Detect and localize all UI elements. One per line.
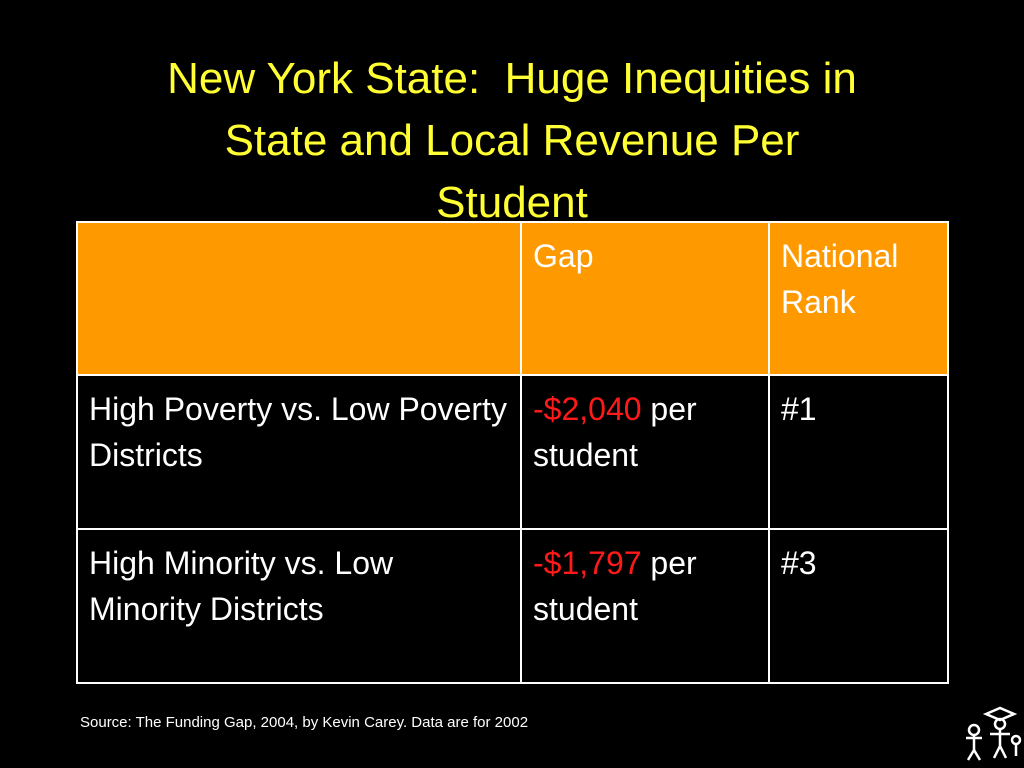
- data-table: Gap National Rank High Poverty vs. Low P…: [76, 221, 949, 684]
- table-row: High Poverty vs. Low Poverty Districts -…: [76, 374, 949, 530]
- header-row: Gap National Rank: [76, 221, 949, 376]
- title-line: New York State: Huge Inequities in: [167, 54, 857, 103]
- source-note: Source: The Funding Gap, 2004, by Kevin …: [80, 714, 529, 731]
- gap-unit: per student: [533, 545, 697, 627]
- title-line: State and Local Revenue Per: [224, 116, 800, 165]
- gap-cell: -$2,040 per student: [520, 374, 770, 530]
- slide-title: New York State: Huge Inequities in State…: [0, 48, 1024, 234]
- title-line: Student: [436, 178, 588, 227]
- header-cell: [76, 221, 522, 376]
- rank-cell: #1: [768, 374, 949, 530]
- header-cell: Gap: [520, 221, 770, 376]
- gap-amount: -$1,797: [533, 545, 642, 581]
- gap-unit: per student: [533, 391, 697, 473]
- table-row: High Minority vs. Low Minority Districts…: [76, 528, 949, 684]
- row-label: High Minority vs. Low Minority Districts: [76, 528, 522, 684]
- rank-cell: #3: [768, 528, 949, 684]
- gap-amount: -$2,040: [533, 391, 642, 427]
- gap-cell: -$1,797 per student: [520, 528, 770, 684]
- header-cell: National Rank: [768, 221, 949, 376]
- row-label: High Poverty vs. Low Poverty Districts: [76, 374, 522, 530]
- logo: [966, 706, 1022, 761]
